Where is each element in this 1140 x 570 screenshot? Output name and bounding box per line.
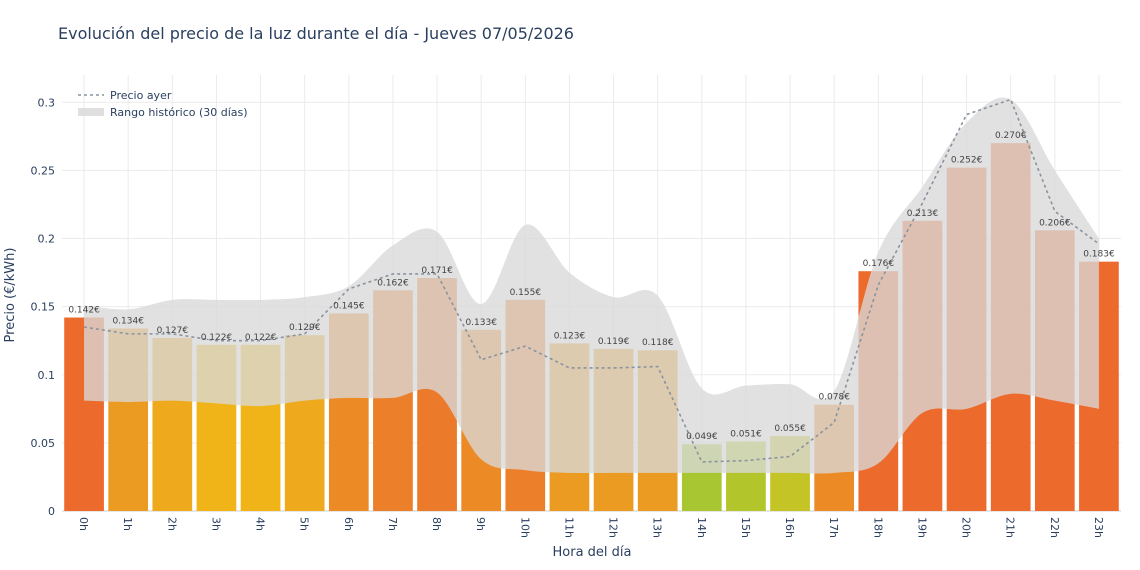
bar-value-label: 0.252€ (951, 156, 983, 166)
bar-value-label: 0.270€ (995, 131, 1027, 141)
bar-value-label: 0.118€ (642, 338, 674, 348)
bar-value-label: 0.122€ (245, 333, 277, 343)
bar-value-label: 0.162€ (377, 278, 409, 288)
x-tick-label: 21h (1004, 517, 1017, 538)
bar-value-label: 0.122€ (201, 333, 233, 343)
bar-value-label: 0.213€ (907, 209, 939, 219)
x-tick-label: 4h (254, 517, 267, 531)
historic-range-area (84, 97, 1099, 474)
bar-value-label: 0.145€ (333, 301, 365, 311)
x-tick-label: 19h (915, 517, 928, 538)
bar-value-label: 0.049€ (686, 432, 718, 442)
x-tick-label: 16h (783, 517, 796, 538)
y-tick-label: 0.25 (31, 164, 56, 177)
yesterday-line-path (83, 98, 1100, 463)
x-tick-label: 6h (342, 517, 355, 531)
x-tick-label: 7h (386, 517, 399, 531)
legend-band-swatch (78, 108, 104, 116)
bar-value-label: 0.129€ (289, 323, 321, 333)
historic-range-band (84, 97, 1099, 474)
legend: Precio ayer Rango histórico (30 días) (78, 89, 248, 119)
bar-value-label: 0.078€ (818, 393, 850, 403)
x-tick-label: 12h (607, 517, 620, 538)
y-axis-title: Precio (€/kWh) (3, 248, 18, 343)
legend-item-historic-range: Rango histórico (30 días) (110, 106, 248, 119)
x-tick-label: 9h (474, 517, 487, 531)
bar-value-label: 0.206€ (1039, 218, 1071, 228)
bar-value-label: 0.133€ (465, 318, 497, 328)
x-tick-label: 14h (695, 517, 708, 538)
x-tick-label: 22h (1048, 517, 1061, 538)
x-tick-label: 23h (1092, 517, 1105, 538)
bar-value-label: 0.183€ (1083, 250, 1115, 260)
y-tick-label: 0 (48, 505, 55, 518)
bar-value-label: 0.051€ (730, 430, 762, 440)
bar-value-label: 0.176€ (863, 259, 895, 269)
x-tick-label: 17h (827, 517, 840, 538)
y-tick-label: 0.2 (38, 233, 56, 246)
x-tick-label: 11h (562, 517, 575, 538)
bar-value-label: 0.123€ (554, 331, 586, 341)
x-tick-label: 15h (739, 517, 752, 538)
y-tick-label: 0.15 (31, 301, 56, 314)
bar-value-label: 0.171€ (421, 266, 453, 276)
bar-value-label: 0.155€ (510, 288, 542, 298)
x-tick-label: 3h (209, 517, 222, 531)
x-tick-label: 1h (121, 517, 134, 531)
x-tick-label: 20h (960, 517, 973, 538)
bar-value-label: 0.127€ (157, 326, 189, 336)
y-tick-label: 0.05 (31, 437, 56, 450)
x-tick-label: 10h (518, 517, 531, 538)
bar-labels: 0.142€ 0.134€ 0.127€ 0.122€ 0.122€ 0.129€ 0.14… (68, 131, 1115, 442)
bar-value-label: 0.055€ (774, 424, 806, 434)
yesterday-price-line (83, 98, 1100, 463)
legend-item-yesterday: Precio ayer (110, 89, 172, 102)
x-axis-title: Hora del día (553, 545, 632, 560)
x-tick-label: 13h (651, 517, 664, 538)
x-tick-label: 5h (298, 517, 311, 531)
y-tick-label: 0.1 (38, 369, 56, 382)
x-tick-label: 18h (871, 517, 884, 538)
bar-value-label: 0.142€ (68, 306, 100, 316)
y-axis-ticks: 0 0.05 0.1 0.15 0.2 0.25 0.3 (31, 96, 56, 518)
chart-title: Evolución del precio de la luz durante e… (58, 24, 574, 43)
x-axis-ticks: 0h 1h 2h 3h 4h 5h 6h 7h 8h 9h 10h 11h 12h 13h 14h 15h 16… (77, 517, 1105, 538)
bar-value-label: 0.119€ (598, 337, 630, 347)
x-tick-label: 2h (165, 517, 178, 531)
y-tick-label: 0.3 (38, 96, 56, 109)
x-tick-label: 0h (77, 517, 90, 531)
bar-value-label: 0.134€ (112, 316, 144, 326)
x-tick-label: 8h (430, 517, 443, 531)
